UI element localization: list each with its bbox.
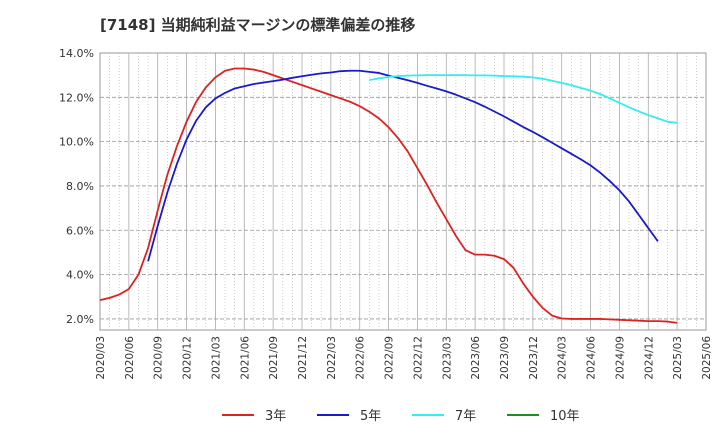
series-lines xyxy=(99,67,678,324)
y-axis-ticks: 2.0% 4.0% 6.0% 8.0% 10.0% 12.0% 14.0% xyxy=(59,47,94,326)
legend-label: 3年 xyxy=(265,409,286,424)
x-tick-label: 2024/12 xyxy=(643,336,655,380)
x-tick-label: 2021/03 xyxy=(210,336,222,380)
x-tick-label: 2023/03 xyxy=(441,336,453,380)
x-tick-label: 2024/06 xyxy=(586,336,598,380)
chart-title: [7148] 当期純利益マージンの標準偏差の推移 xyxy=(100,16,415,34)
series-line-7年 xyxy=(369,74,678,124)
x-tick-label: 2024/03 xyxy=(557,336,569,380)
plot-frame xyxy=(99,52,707,331)
y-tick-label: 4.0% xyxy=(66,269,94,282)
x-tick-label: 2020/06 xyxy=(124,336,136,380)
x-tick-label: 2024/09 xyxy=(614,336,626,380)
y-tick-label: 2.0% xyxy=(66,313,94,326)
x-tick-label: 2022/09 xyxy=(384,336,396,380)
x-tick-label: 2022/06 xyxy=(355,336,367,380)
y-tick-label: 14.0% xyxy=(59,47,94,60)
x-tick-label: 2025/06 xyxy=(701,336,713,380)
x-tick-label: 2022/12 xyxy=(412,336,424,380)
grid-lines xyxy=(100,52,706,330)
x-tick-label: 2021/06 xyxy=(239,336,251,380)
x-axis-ticks: 2020/03 2020/06 2020/09 2020/12 2021/03 2021/… xyxy=(95,336,713,380)
y-tick-label: 8.0% xyxy=(66,180,94,193)
legend-label: 10年 xyxy=(550,409,580,424)
x-tick-label: 2021/09 xyxy=(268,336,280,380)
x-tick-label: 2023/09 xyxy=(499,336,511,380)
legend-label: 5年 xyxy=(360,409,381,424)
y-tick-label: 10.0% xyxy=(59,136,94,149)
y-tick-label: 6.0% xyxy=(66,224,94,237)
x-tick-label: 2020/03 xyxy=(95,336,107,380)
y-tick-label: 12.0% xyxy=(59,91,94,104)
x-tick-label: 2021/12 xyxy=(297,336,309,380)
legend-label: 7年 xyxy=(455,409,476,424)
x-tick-label: 2023/06 xyxy=(470,336,482,380)
legend: 3年 5年 7年 10年 xyxy=(222,409,580,424)
x-tick-label: 2020/09 xyxy=(153,336,165,380)
series-line-5年 xyxy=(147,69,659,262)
series-line-3年 xyxy=(99,67,678,324)
x-tick-label: 2020/12 xyxy=(182,336,194,380)
plot-background xyxy=(99,52,707,331)
x-tick-label: 2025/03 xyxy=(672,336,684,380)
x-tick-label: 2022/03 xyxy=(326,336,338,380)
x-tick-label: 2023/12 xyxy=(528,336,540,380)
